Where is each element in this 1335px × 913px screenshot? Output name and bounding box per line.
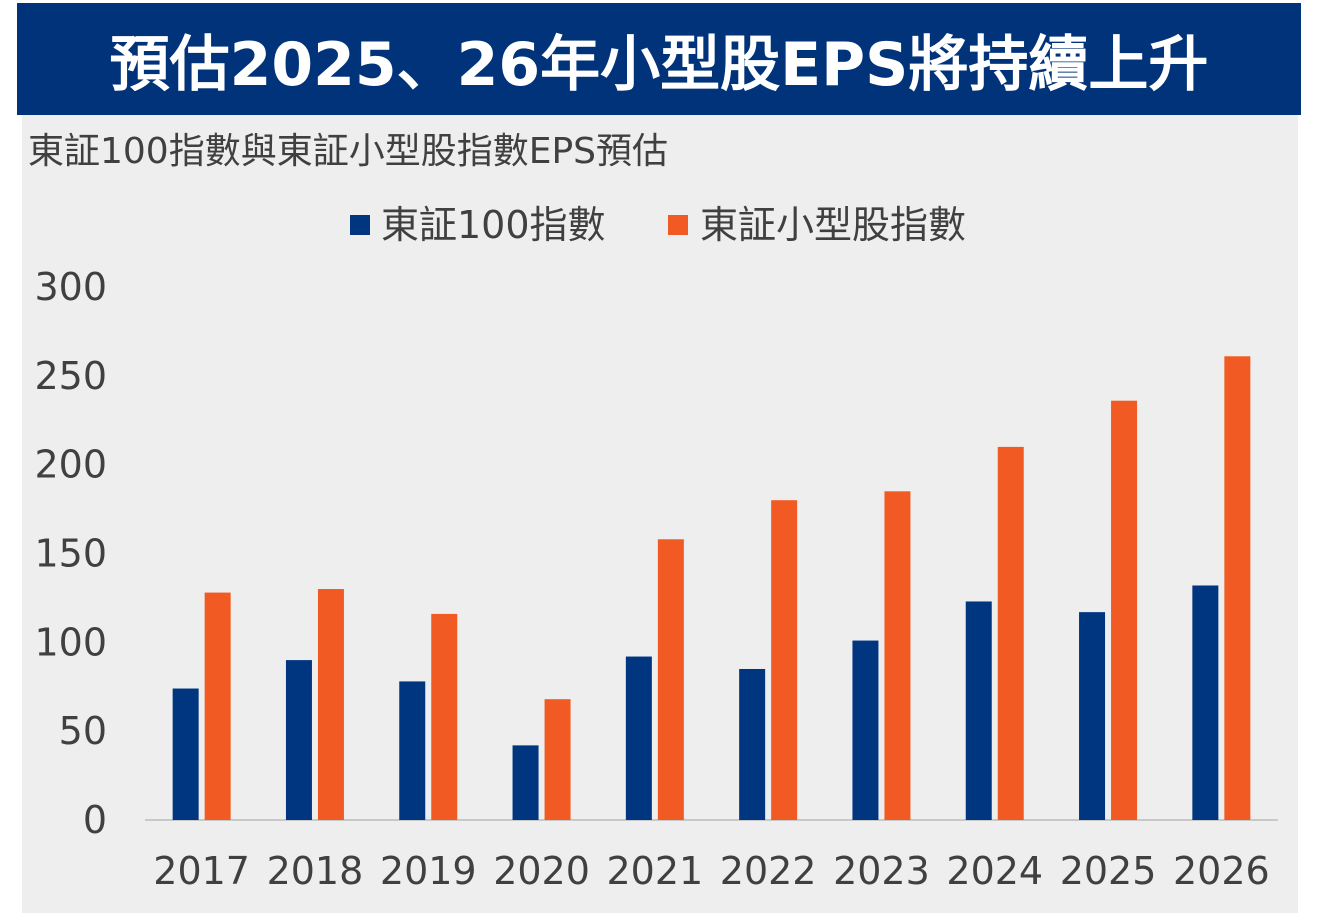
- bar-topix100-2017: [172, 688, 199, 820]
- bars: [172, 356, 1251, 820]
- x-tick-label: 2021: [606, 849, 703, 893]
- x-tick-label: 2025: [1060, 849, 1157, 893]
- x-tick-label: 2023: [833, 849, 930, 893]
- y-tick-label: 100: [34, 620, 107, 664]
- y-tick-label: 150: [34, 532, 107, 576]
- bar-topix100-2019: [399, 681, 426, 820]
- chart-title: 東証100指數與東証小型股指數EPS預估: [28, 131, 668, 172]
- x-tick-label: 2022: [720, 849, 817, 893]
- x-tick-label: 2018: [267, 849, 364, 893]
- bar-topix100-2025: [1079, 612, 1106, 820]
- bar-topix100-2018: [285, 660, 312, 820]
- x-tick-label: 2020: [493, 849, 590, 893]
- bar-topix100-2020: [512, 745, 539, 820]
- bar-topix100-2021: [625, 656, 652, 820]
- y-tick-label: 0: [83, 798, 107, 842]
- bar-small-cap-2023: [884, 491, 911, 820]
- bar-small-cap-2018: [317, 589, 344, 820]
- bar-small-cap-2022: [771, 500, 798, 820]
- bar-topix100-2022: [739, 668, 766, 820]
- y-axis: 300 250 200 150 100 50 0: [34, 265, 107, 842]
- bar-small-cap-2026: [1224, 356, 1251, 820]
- x-tick-label: 2024: [946, 849, 1043, 893]
- banner-title: 預估2025、26年小型股EPS將持續上升: [109, 29, 1209, 100]
- y-tick-label: 300: [34, 265, 107, 309]
- x-axis: 2017 2018 2019 2020 2021 2022 2023 2024 2025 2026: [153, 849, 1269, 893]
- title-banner: 預估2025、26年小型股EPS將持續上升: [17, 3, 1301, 115]
- bar-small-cap-2024: [997, 446, 1024, 820]
- y-tick-label: 250: [34, 354, 107, 398]
- legend-label-small-cap: 東証小型股指數: [700, 203, 966, 247]
- x-tick-label: 2019: [380, 849, 477, 893]
- x-tick-label: 2026: [1173, 849, 1270, 893]
- bar-small-cap-2020: [544, 699, 571, 820]
- bar-small-cap-2025: [1111, 400, 1138, 820]
- bar-topix100-2023: [852, 640, 879, 820]
- bar-topix100-2024: [965, 601, 992, 820]
- bar-topix100-2026: [1192, 585, 1219, 820]
- x-tick-label: 2017: [153, 849, 250, 893]
- y-tick-label: 50: [59, 709, 107, 753]
- legend: 東証100指數 東証小型股指數: [350, 203, 966, 247]
- legend-swatch-topix100: [350, 215, 370, 235]
- bar-small-cap-2021: [657, 539, 684, 820]
- bar-small-cap-2019: [431, 613, 458, 820]
- bar-small-cap-2017: [204, 592, 231, 820]
- y-tick-label: 200: [34, 443, 107, 487]
- legend-label-topix100: 東証100指數: [381, 203, 606, 247]
- legend-swatch-small-cap: [668, 215, 688, 235]
